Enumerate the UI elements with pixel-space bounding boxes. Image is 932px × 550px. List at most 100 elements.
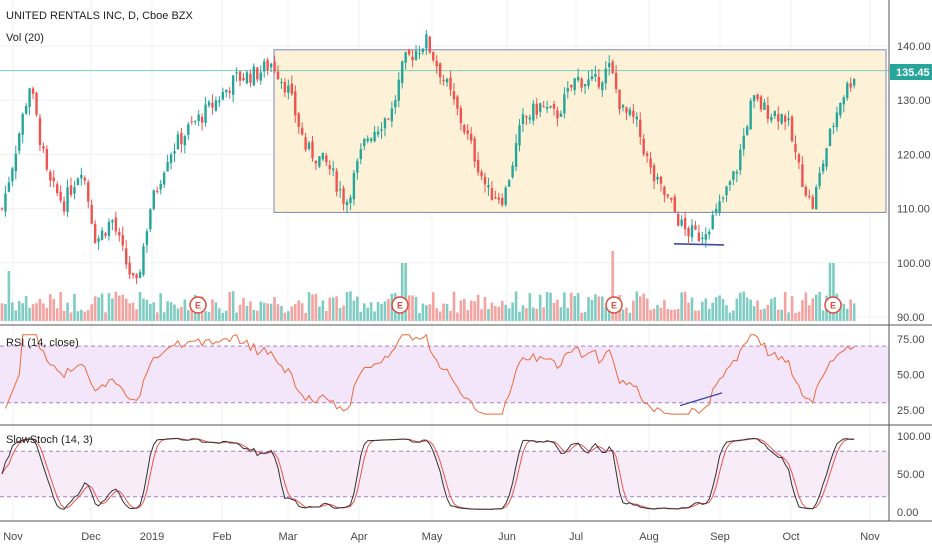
volume-bar bbox=[442, 303, 445, 321]
candle-body bbox=[580, 78, 583, 88]
volume-bar bbox=[794, 312, 797, 321]
earnings-label: E bbox=[611, 301, 617, 311]
rsi-layer bbox=[0, 333, 889, 415]
volume-bar bbox=[180, 306, 183, 321]
candle-body bbox=[811, 196, 814, 209]
candle-body bbox=[794, 143, 797, 153]
volume-bar bbox=[718, 295, 721, 321]
candle-body bbox=[332, 168, 335, 171]
candle-body bbox=[93, 223, 97, 244]
candle-body bbox=[0, 208, 4, 210]
volume-bar bbox=[504, 304, 507, 321]
candle-body bbox=[642, 138, 645, 155]
last-price-label: 135.45 bbox=[896, 67, 930, 79]
volume-bar bbox=[238, 304, 242, 321]
earnings-marker bbox=[391, 296, 409, 314]
volume-bar bbox=[321, 300, 325, 321]
volume-bar bbox=[7, 271, 11, 321]
candle-body bbox=[69, 185, 73, 195]
volume-bar bbox=[625, 307, 628, 321]
volume-bar bbox=[52, 298, 56, 321]
volume-bar bbox=[325, 310, 328, 321]
volume-bar bbox=[580, 312, 583, 321]
candle-body bbox=[297, 113, 300, 127]
volume-bar bbox=[356, 296, 359, 321]
volume-bar bbox=[62, 311, 66, 321]
volume-bar bbox=[293, 303, 297, 321]
candle-body bbox=[787, 118, 790, 121]
candle-body bbox=[287, 85, 290, 93]
volume-bar bbox=[514, 291, 518, 321]
volume-bar bbox=[818, 291, 821, 321]
candle-body bbox=[421, 48, 425, 53]
candle-body bbox=[114, 217, 118, 232]
candle-body bbox=[690, 225, 694, 238]
volume-bar bbox=[352, 300, 356, 321]
volume-bar bbox=[311, 294, 314, 321]
candle-body bbox=[604, 68, 607, 84]
time-tick-label: Mar bbox=[279, 531, 298, 543]
volume-bar bbox=[804, 292, 808, 321]
candle-body bbox=[739, 149, 742, 171]
candle-body bbox=[183, 136, 187, 146]
volume-bar bbox=[839, 301, 842, 321]
volume-bar bbox=[666, 309, 670, 321]
volume-bar bbox=[17, 300, 21, 321]
time-tick-label: Jul bbox=[569, 531, 583, 543]
volume-bar bbox=[328, 297, 332, 321]
time-tick-label: Aug bbox=[639, 531, 659, 543]
volume-bar bbox=[476, 294, 480, 321]
candle-body bbox=[11, 168, 14, 182]
volume-bar bbox=[314, 293, 318, 321]
volume-bar bbox=[694, 310, 697, 321]
candle-body bbox=[780, 113, 783, 124]
candle-body bbox=[835, 112, 839, 128]
candle-body bbox=[476, 159, 480, 173]
volume-bar bbox=[114, 291, 118, 321]
candle-body bbox=[504, 187, 507, 205]
volume-bar bbox=[228, 291, 231, 321]
volume-bar bbox=[766, 304, 770, 321]
volume-bar bbox=[276, 304, 280, 321]
volume-bar bbox=[414, 296, 418, 321]
volume-bar bbox=[545, 292, 549, 321]
candle-body bbox=[283, 82, 287, 93]
chart-title: UNITED RENTALS INC, D, Cboe BZX bbox=[6, 10, 193, 22]
volume-bar bbox=[214, 302, 218, 321]
candle-body bbox=[815, 187, 818, 210]
candle-body bbox=[159, 184, 162, 190]
candle-body bbox=[735, 171, 739, 174]
volume-bar bbox=[645, 298, 649, 321]
candle-body bbox=[752, 95, 756, 102]
volume-bar bbox=[149, 303, 152, 321]
candle-body bbox=[701, 237, 704, 240]
candle-body bbox=[632, 110, 635, 117]
volume-bar bbox=[487, 309, 490, 321]
earnings-marker bbox=[605, 296, 623, 314]
candle-body bbox=[766, 105, 770, 119]
volume-bar bbox=[45, 307, 49, 321]
candle-body bbox=[152, 190, 155, 209]
volume-label: Vol (20) bbox=[6, 32, 44, 44]
volume-bar bbox=[732, 310, 735, 321]
volume-bar bbox=[266, 303, 269, 321]
volume-bar bbox=[494, 306, 497, 321]
candle-body bbox=[131, 273, 135, 276]
candle-body bbox=[407, 49, 411, 55]
candle-body bbox=[149, 209, 152, 230]
volume-bar bbox=[269, 303, 273, 321]
volume-bar bbox=[290, 306, 294, 321]
volume-bar bbox=[535, 308, 539, 321]
volume-bar bbox=[42, 303, 45, 321]
volume-bar bbox=[90, 304, 93, 321]
volume-bar bbox=[532, 307, 535, 321]
candle-body bbox=[231, 75, 235, 95]
volume-bar bbox=[162, 312, 166, 321]
volume-bar bbox=[787, 312, 790, 321]
volume-bar bbox=[28, 307, 31, 321]
volume-bar bbox=[670, 309, 673, 321]
stoch-d-line bbox=[1, 437, 855, 510]
volume-bar bbox=[538, 294, 542, 321]
candle-body bbox=[107, 221, 111, 236]
volume-bar bbox=[304, 312, 307, 321]
